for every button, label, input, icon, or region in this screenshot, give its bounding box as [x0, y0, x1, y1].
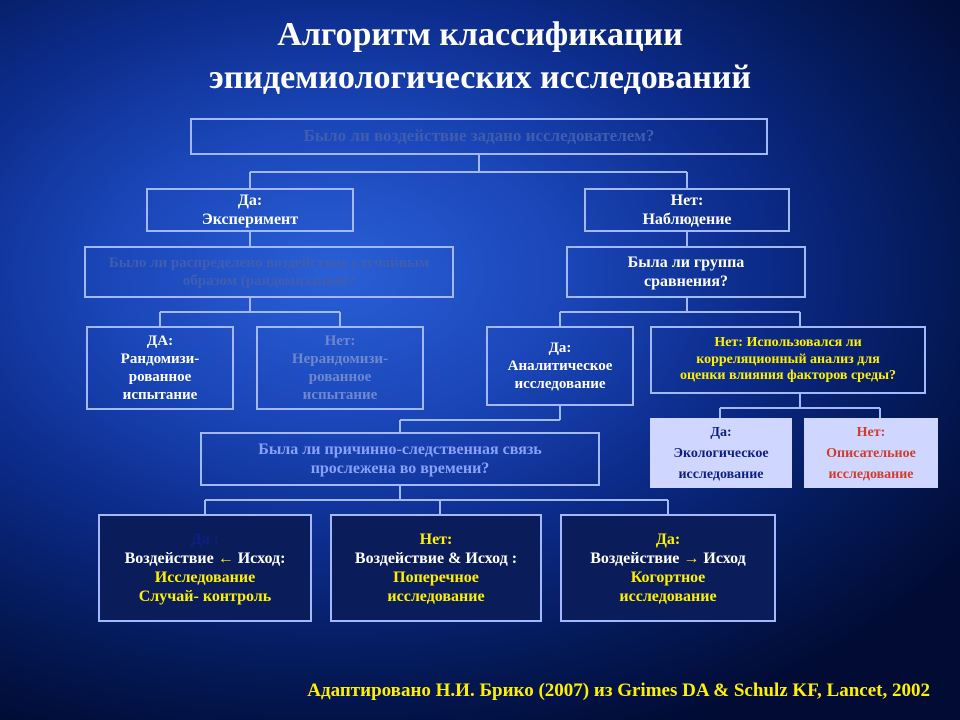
final-right-l3: Когортное: [631, 568, 706, 587]
a3r-no: Нет: Описательное исследование: [804, 418, 938, 488]
final-left-l2b: Исход:: [234, 550, 286, 567]
q2-right: Была ли группа сравнения?: [566, 246, 806, 298]
a2r-yes: Да: Аналитическое исследование: [486, 326, 634, 406]
q1-box: Было ли воздействие задано исследователе…: [190, 118, 768, 155]
final-left: Да : Воздействие ← Исход: Исследование С…: [98, 514, 312, 622]
final-right: Да: Воздействие → Исход Когортное исслед…: [560, 514, 776, 622]
q2l-l2: образом (рандомизация)?: [183, 272, 356, 290]
a3r-yes-l1: Да:: [710, 422, 731, 443]
final-right-l1: Да:: [656, 530, 680, 549]
a2l-yes-l1: ДА:: [147, 332, 173, 350]
a1-no: Нет: Наблюдение: [584, 188, 790, 232]
a2l-yes-l3: рованное: [129, 368, 192, 386]
a2r-yes-l2: Аналитическое: [508, 357, 613, 375]
a2r-no: Нет: Использовался ли корреляционный ана…: [650, 326, 926, 394]
slide: Алгоритм классификации эпидемиологически…: [0, 0, 960, 720]
q3-l2: прослежена во времени?: [311, 459, 490, 478]
title-line2: эпидемиологических исследований: [209, 59, 751, 96]
q2r-l2: сравнения?: [644, 272, 728, 291]
a2l-no: Нет: Нерандомизи- рованное испытание: [256, 326, 424, 410]
final-mid-l1: Нет:: [420, 530, 453, 549]
q1-text: Было ли воздействие задано исследователе…: [304, 126, 655, 146]
arrow-left-icon: ←: [218, 550, 234, 567]
final-left-l2a: Воздействие: [125, 550, 218, 567]
arrow-right-icon: →: [683, 550, 699, 567]
a2r-no-l3: оценки влияния факторов среды?: [680, 368, 896, 385]
final-left-l3: Исследование: [155, 568, 255, 587]
a3r-no-l3: исследование: [828, 464, 913, 485]
a2l-no-l1: Нет:: [325, 332, 356, 350]
q2-left: Было ли распределено воздействие случайн…: [84, 246, 454, 298]
a2r-no-l1: Нет: Использовался ли: [714, 335, 861, 352]
a2l-yes-l4: испытание: [123, 386, 198, 404]
final-mid: Нет: Воздействие & Исход : Поперечное ис…: [330, 514, 542, 622]
final-left-l4: Случай- контроль: [139, 587, 272, 606]
a2l-yes: ДА: Рандомизи- рованное испытание: [86, 326, 234, 410]
final-left-l1: Да :: [191, 530, 219, 549]
final-right-l2: Воздействие → Исход: [590, 549, 746, 568]
a2r-no-l2: корреляционный анализ для: [696, 352, 880, 369]
final-right-l2b: Исход: [699, 550, 745, 567]
q3-box: Была ли причинно-следственная связь прос…: [200, 432, 600, 486]
a2r-yes-l1: Да:: [549, 339, 572, 357]
a3r-yes-l2: Экологическое: [673, 443, 768, 464]
final-mid-l4: исследование: [387, 587, 484, 606]
a1-no-l1: Нет:: [671, 191, 704, 210]
page-title: Алгоритм классификации эпидемиологически…: [0, 14, 960, 99]
q2l-l1: Было ли распределено воздействие случайн…: [109, 254, 429, 272]
a3r-yes-l3: исследование: [678, 464, 763, 485]
a2l-no-l3: рованное: [309, 368, 372, 386]
a3r-no-l2: Описательное: [826, 443, 916, 464]
q3-l1: Была ли причинно-следственная связь: [258, 440, 542, 459]
final-left-l2: Воздействие ← Исход:: [125, 549, 286, 568]
final-right-l4: исследование: [619, 587, 716, 606]
final-mid-l2: Воздействие & Исход :: [355, 549, 517, 568]
a3r-yes: Да: Экологическое исследование: [650, 418, 792, 488]
q2r-l1: Была ли группа: [628, 253, 745, 272]
a1-no-l2: Наблюдение: [642, 210, 731, 229]
title-line1: Алгоритм классификации: [277, 16, 682, 53]
a3r-no-l1: Нет:: [857, 422, 886, 443]
final-mid-l3: Поперечное: [393, 568, 479, 587]
a1-yes-l1: Да:: [238, 191, 262, 210]
a2l-no-l2: Нерандомизи-: [292, 350, 388, 368]
a2l-no-l4: испытание: [303, 386, 378, 404]
a2l-yes-l2: Рандомизи-: [121, 350, 200, 368]
final-right-l2a: Воздействие: [590, 550, 683, 567]
a1-yes-l2: Эксперимент: [202, 210, 298, 229]
a1-yes: Да: Эксперимент: [146, 188, 354, 232]
a2r-yes-l3: исследование: [514, 375, 605, 393]
footer-citation: Адаптировано Н.И. Брико (2007) из Grimes…: [230, 680, 930, 702]
